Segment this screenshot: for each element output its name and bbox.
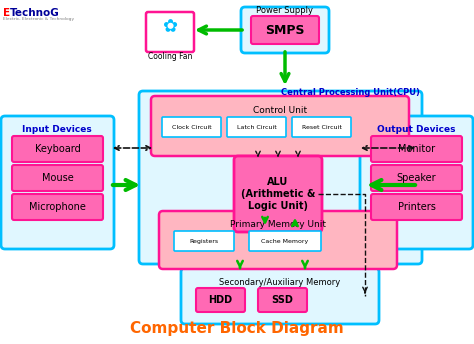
Text: Cache Memory: Cache Memory xyxy=(261,238,309,244)
Text: Speaker: Speaker xyxy=(397,173,436,183)
Text: Mouse: Mouse xyxy=(42,173,73,183)
FancyBboxPatch shape xyxy=(258,288,307,312)
FancyBboxPatch shape xyxy=(146,12,194,52)
Text: Microphone: Microphone xyxy=(29,202,86,212)
Text: Central Processing Unit(CPU): Central Processing Unit(CPU) xyxy=(281,88,420,97)
Text: Printers: Printers xyxy=(398,202,436,212)
FancyBboxPatch shape xyxy=(12,194,103,220)
Text: Secondary/Auxiliary Memory: Secondary/Auxiliary Memory xyxy=(219,278,341,287)
Text: SSD: SSD xyxy=(272,295,293,305)
Text: Input Devices: Input Devices xyxy=(22,125,92,134)
FancyBboxPatch shape xyxy=(151,96,409,156)
FancyBboxPatch shape xyxy=(371,194,462,220)
FancyBboxPatch shape xyxy=(162,117,221,137)
Text: Clock Circuit: Clock Circuit xyxy=(172,125,211,129)
Text: Output Devices: Output Devices xyxy=(377,125,455,134)
Text: Monitor: Monitor xyxy=(398,144,435,154)
FancyBboxPatch shape xyxy=(251,16,319,44)
Text: Reset Circuit: Reset Circuit xyxy=(301,125,341,129)
Text: ✿: ✿ xyxy=(163,18,178,36)
FancyBboxPatch shape xyxy=(174,231,234,251)
FancyBboxPatch shape xyxy=(196,288,245,312)
Text: TechnoG: TechnoG xyxy=(10,8,60,18)
Text: Cooling Fan: Cooling Fan xyxy=(148,52,192,61)
FancyBboxPatch shape xyxy=(249,231,321,251)
FancyBboxPatch shape xyxy=(139,91,422,264)
Text: E: E xyxy=(3,8,10,18)
FancyBboxPatch shape xyxy=(12,165,103,191)
Text: Power Supply: Power Supply xyxy=(256,6,313,15)
FancyBboxPatch shape xyxy=(159,211,397,269)
FancyBboxPatch shape xyxy=(234,156,322,232)
FancyBboxPatch shape xyxy=(371,165,462,191)
Text: ALU
(Arithmetic &
Logic Unit): ALU (Arithmetic & Logic Unit) xyxy=(241,178,315,211)
Text: Electric, Electronic & Technology: Electric, Electronic & Technology xyxy=(3,17,74,21)
FancyBboxPatch shape xyxy=(371,136,462,162)
FancyBboxPatch shape xyxy=(360,116,473,249)
FancyBboxPatch shape xyxy=(292,117,351,137)
Text: HDD: HDD xyxy=(209,295,233,305)
FancyBboxPatch shape xyxy=(1,116,114,249)
Text: Registers: Registers xyxy=(190,238,219,244)
Text: SMPS: SMPS xyxy=(265,23,305,36)
Text: Latch Circuit: Latch Circuit xyxy=(237,125,276,129)
Text: Computer Block Diagram: Computer Block Diagram xyxy=(130,321,344,336)
FancyBboxPatch shape xyxy=(241,7,329,53)
Text: Control Unit: Control Unit xyxy=(253,106,307,115)
FancyBboxPatch shape xyxy=(227,117,286,137)
Text: Primary Memory Unit: Primary Memory Unit xyxy=(230,220,326,229)
Text: Keyboard: Keyboard xyxy=(35,144,81,154)
FancyBboxPatch shape xyxy=(181,268,379,324)
FancyBboxPatch shape xyxy=(12,136,103,162)
